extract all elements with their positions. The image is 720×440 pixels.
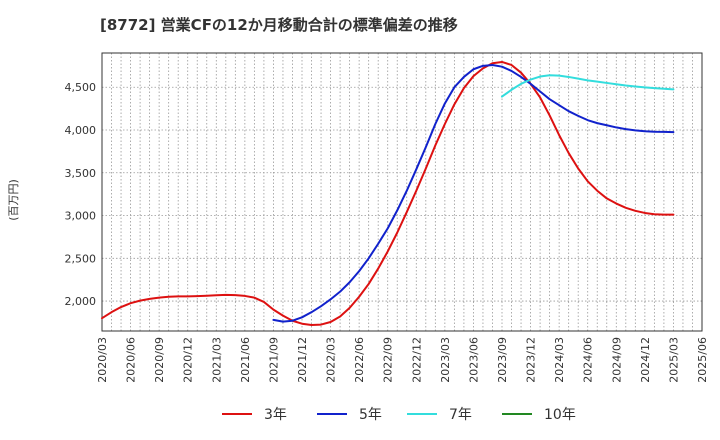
x-tick-label: 2025/06 [696,337,709,383]
x-tick-label: 2022/09 [382,337,395,383]
x-tick-label: 2022/06 [353,337,366,383]
y-tick-label: 2,500 [65,252,97,265]
plot-background [102,53,702,331]
x-tick-label: 2021/03 [210,337,223,383]
y-tick-label: 4,500 [65,81,97,94]
x-tick-label: 2023/09 [496,337,509,383]
series-line-5年 [272,63,675,323]
plot-frame [101,52,703,332]
legend-label: 5年 [359,407,382,423]
x-tick-label: 2021/12 [296,337,309,383]
y-axis-label: (百万円) [7,179,20,221]
x-tick-label: 2020/12 [182,337,195,383]
x-tick-label: 2024/12 [639,337,652,383]
x-tick-label: 2025/03 [667,337,680,383]
x-tick-label: 2021/09 [267,337,280,383]
series-line-7年 [501,74,675,98]
x-tick-label: 2022/03 [325,337,338,383]
x-tick-label: 2023/12 [525,337,538,383]
x-tick-label: 2020/09 [153,337,166,383]
x-tick-label: 2024/06 [582,337,595,383]
x-tick-label: 2023/06 [467,337,480,383]
x-tick-label: 2022/12 [410,337,423,383]
y-tick-label: 3,000 [65,210,97,223]
legend-label: 7年 [449,407,472,423]
x-tick-label: 2024/09 [610,337,623,383]
legend-label: 3年 [264,407,287,423]
legend-label: 10年 [544,407,576,423]
x-tick-label: 2024/03 [553,337,566,383]
legend: 3年 5年 7年 10年 [222,407,576,423]
x-tick-label: 2020/03 [96,337,109,383]
series-line-3年 [101,60,675,327]
chart-title: [8772] 営業CFの12か月移動合計の標準偏差の推移 [100,16,458,34]
plot-area: 2,000 2,500 3,000 3,500 4,000 4,500 2020/03 202… [65,52,709,383]
x-tick-label: 2020/06 [125,337,138,383]
x-tick-label: 2021/06 [239,337,252,383]
y-tick-label: 2,000 [65,295,97,308]
y-tick-label: 3,500 [65,167,97,180]
y-tick-label: 4,000 [65,124,97,137]
x-tick-label: 2023/03 [439,337,452,383]
